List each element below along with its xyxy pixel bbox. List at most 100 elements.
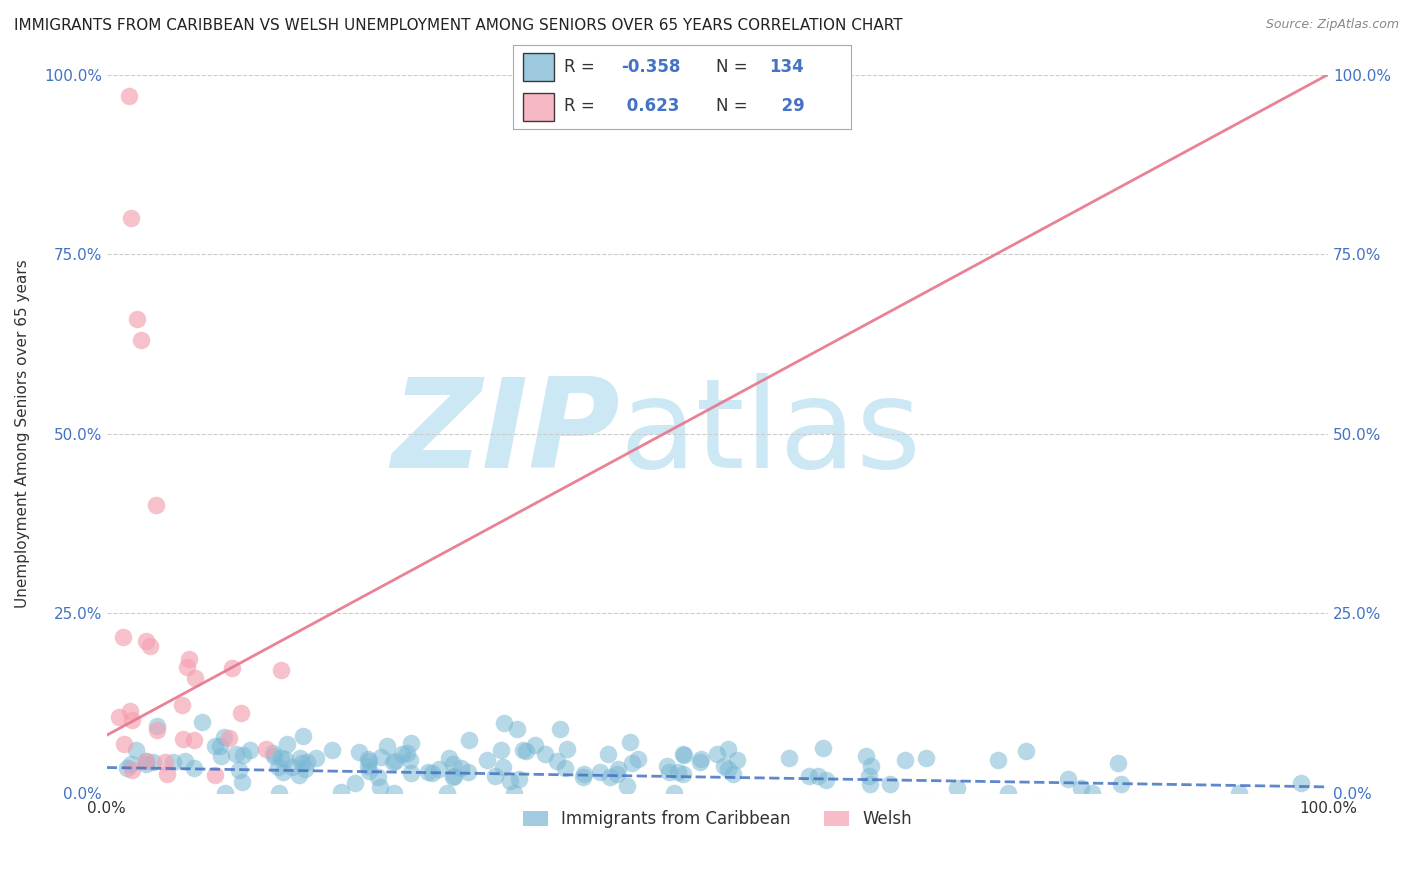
Point [554,761,576,775]
Point [620,756,643,770]
Point [713,759,735,773]
Point [1227,786,1250,800]
Point [267,786,290,800]
Point [396,746,419,760]
Point [855,748,877,763]
Point [689,755,711,769]
Point [214,786,236,800]
Point [655,759,678,773]
Point [399,766,422,780]
Point [399,753,422,767]
Point [209,749,232,764]
Point [860,759,883,773]
Point [427,762,450,776]
Point [177,652,200,666]
Point [1070,781,1092,796]
Point [117,761,139,775]
Point [506,722,529,736]
Point [174,755,197,769]
Point [391,747,413,761]
Point [270,751,292,765]
Text: N =: N = [716,59,752,77]
Point [231,774,253,789]
Point [813,741,835,756]
Point [368,780,391,794]
Point [512,742,534,756]
Point [436,786,458,800]
Point [439,751,461,765]
Point [231,706,253,720]
Point [420,765,443,780]
Point [204,739,226,753]
Point [494,715,516,730]
Point [330,785,353,799]
Point [135,756,157,771]
Point [294,762,316,776]
Point [858,769,880,783]
Point [357,759,380,773]
Point [515,744,537,758]
Point [232,747,254,762]
Point [1109,777,1132,791]
Point [666,764,689,779]
Point [382,756,405,770]
Point [778,751,800,765]
Point [690,752,713,766]
Text: 0.623: 0.623 [621,96,679,114]
Point [572,767,595,781]
Point [717,742,740,756]
Point [1080,786,1102,800]
Point [266,760,288,774]
Point [384,754,406,768]
Point [190,714,212,729]
Point [619,735,641,749]
Point [162,755,184,769]
Point [156,766,179,780]
Point [139,639,162,653]
Point [815,773,838,788]
Point [118,89,141,103]
Point [146,723,169,737]
Point [254,741,277,756]
FancyBboxPatch shape [523,54,554,81]
Point [367,770,389,784]
Text: Source: ZipAtlas.com: Source: ZipAtlas.com [1265,18,1399,31]
Point [321,743,343,757]
Point [717,762,740,776]
Point [142,755,165,769]
Point [606,762,628,776]
Point [112,630,135,644]
Point [357,752,380,766]
Point [183,733,205,747]
Point [121,763,143,777]
Point [489,743,512,757]
Point [357,764,380,778]
Point [134,754,156,768]
Text: ZIP: ZIP [391,373,620,494]
Point [475,753,498,767]
Point [221,661,243,675]
Point [271,764,294,779]
Point [1057,772,1080,787]
Point [797,769,820,783]
Point [291,756,314,771]
Point [484,769,506,783]
Point [218,731,240,745]
Point [281,760,304,774]
Point [672,747,695,762]
Point [120,704,142,718]
Point [599,770,621,784]
Text: 29: 29 [769,96,804,114]
Point [375,739,398,753]
Point [135,634,157,648]
Point [204,768,226,782]
Point [145,499,167,513]
Point [183,760,205,774]
Point [418,764,440,779]
Legend: Immigrants from Caribbean, Welsh: Immigrants from Caribbean, Welsh [516,804,918,835]
Point [172,731,194,746]
Point [155,755,177,769]
Point [441,757,464,772]
Point [915,750,938,764]
Point [673,747,696,762]
